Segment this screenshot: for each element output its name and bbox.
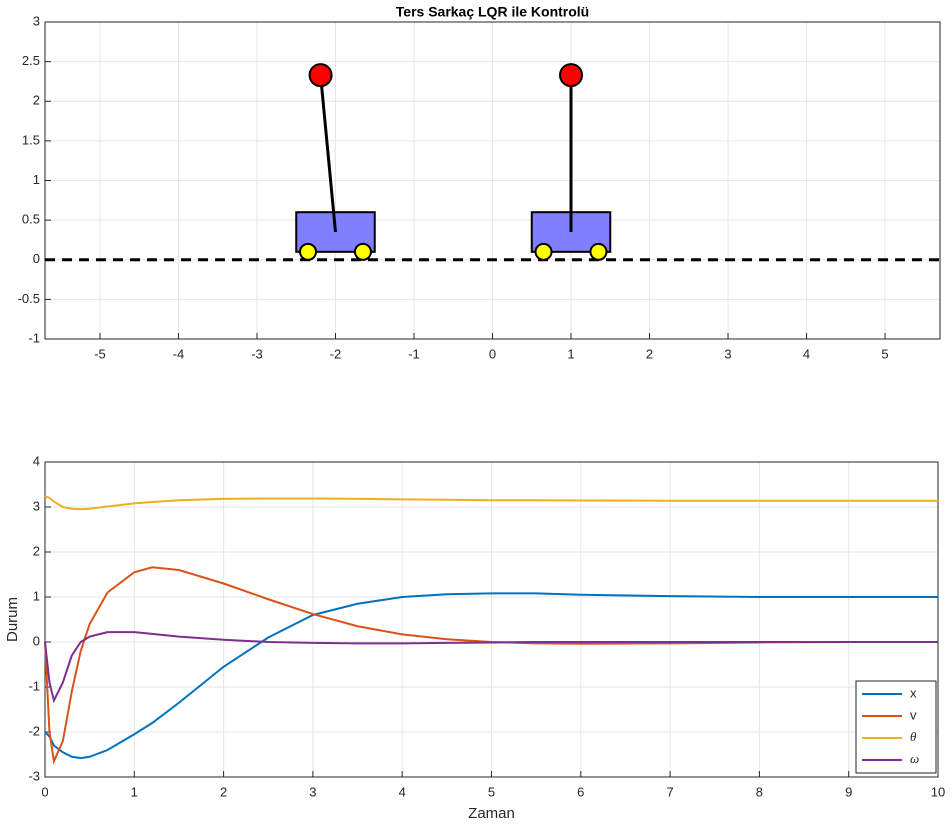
y-tick-label: 0.5 [22, 212, 40, 227]
x-tick-label: 10 [931, 784, 945, 799]
wheel [589, 242, 608, 261]
x-tick-label: 2 [646, 346, 653, 361]
y-tick-label: 2.5 [22, 53, 40, 68]
axes-box [44, 21, 941, 340]
pendulum-ball [559, 63, 584, 88]
y-tick-label: 0 [33, 633, 40, 648]
x-tick-label: -3 [251, 346, 263, 361]
x-tick-label: 5 [488, 784, 495, 799]
wheel [353, 242, 372, 261]
x-tick-label: 0 [41, 784, 48, 799]
y-tick-label: -0.5 [18, 291, 40, 306]
y-tick-label: 1 [33, 172, 40, 187]
x-tick-label: 8 [756, 784, 763, 799]
y-tick-label: 1.5 [22, 132, 40, 147]
x-tick-label: 5 [881, 346, 888, 361]
legend-label: ω [910, 751, 919, 766]
x-tick-label: 1 [131, 784, 138, 799]
x-tick-label: 7 [666, 784, 673, 799]
y-axis-label: Durum [4, 597, 21, 642]
x-tick-label: 6 [577, 784, 584, 799]
x-tick-label: 4 [803, 346, 810, 361]
legend-label: x [910, 685, 917, 700]
x-axis-label: Zaman [468, 805, 515, 822]
y-tick-label: 3 [33, 498, 40, 513]
legend-label: v [910, 707, 917, 722]
y-tick-label: 1 [33, 588, 40, 603]
y-tick-label: 2 [33, 93, 40, 108]
cart-pendulum [295, 63, 376, 261]
wheel [299, 242, 318, 261]
y-tick-label: 4 [33, 453, 40, 468]
series-line [44, 495, 938, 511]
axes: -5 -4 -3 -2 -1 0 1 2 3 4 5 -1 -0.5 0 0.5 1 1.5 2 2.5 3 Ters … [18, 4, 941, 361]
x-tick-label: 9 [845, 784, 852, 799]
y-tick-label: -3 [28, 768, 40, 783]
wheel [534, 242, 553, 261]
y-tick-label: 0 [33, 251, 40, 266]
x-tick-label: -1 [408, 346, 420, 361]
legend-box [855, 680, 937, 774]
x-tick-label: 1 [567, 346, 574, 361]
axes-box [44, 461, 939, 778]
rod [319, 74, 337, 233]
pendulum-ball [308, 63, 333, 88]
legend-label: θ [910, 729, 917, 744]
cart-pendulum [530, 63, 612, 261]
x-tick-label: 0 [489, 346, 496, 361]
x-tick-label: -4 [173, 346, 185, 361]
x-tick-label: 4 [399, 784, 406, 799]
x-tick-label: 2 [220, 784, 227, 799]
x-tick-label: 3 [309, 784, 316, 799]
y-tick-label: -1 [28, 678, 40, 693]
series-line [44, 631, 938, 704]
y-tick-label: 2 [33, 543, 40, 558]
y-tick-label: 3 [33, 13, 40, 28]
series-line [44, 592, 938, 760]
x-tick-label: -2 [330, 346, 342, 361]
y-tick-label: -1 [28, 330, 40, 345]
y-tick-label: -2 [28, 723, 40, 738]
series-line [44, 566, 938, 765]
x-tick-label: 3 [724, 346, 731, 361]
chart-title: Ters Sarkaç LQR ile Kontrolü [396, 4, 589, 20]
x-tick-label: -5 [94, 346, 106, 361]
